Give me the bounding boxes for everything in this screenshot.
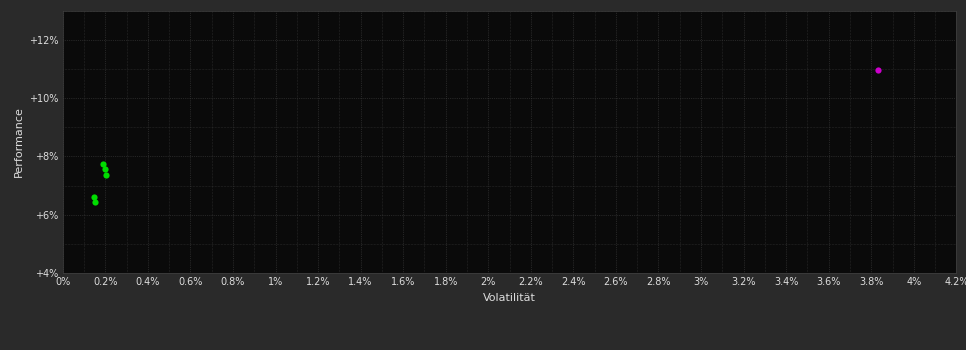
X-axis label: Volatilität: Volatilität [483, 293, 536, 303]
Y-axis label: Performance: Performance [14, 106, 23, 177]
Point [98, 167, 113, 172]
Point [96, 161, 111, 167]
Point [86, 194, 101, 200]
Point [87, 199, 102, 204]
Point [870, 68, 886, 73]
Point [99, 173, 114, 178]
